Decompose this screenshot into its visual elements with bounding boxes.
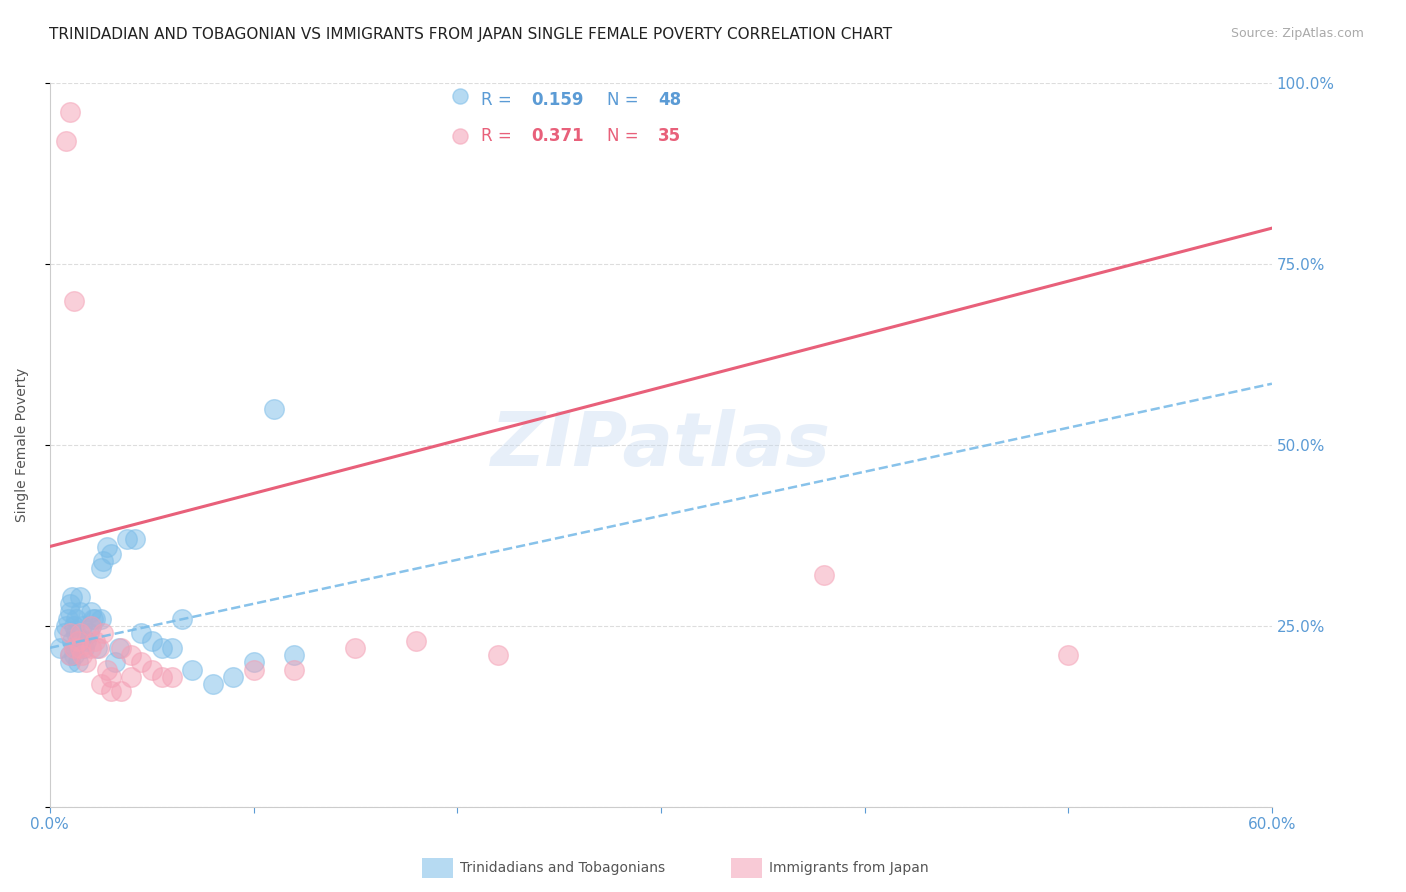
Text: N =: N = <box>607 91 644 109</box>
Point <box>79 640 101 655</box>
Point <box>76 655 98 669</box>
Point <box>141 663 163 677</box>
Point <box>69 626 91 640</box>
Point <box>87 640 110 655</box>
Text: 35: 35 <box>658 127 681 145</box>
Point <box>172 612 194 626</box>
Point <box>56 612 79 626</box>
Point <box>55 134 77 148</box>
Point <box>124 533 146 547</box>
Text: R =: R = <box>481 127 517 145</box>
Point <box>263 402 285 417</box>
Point <box>79 619 101 633</box>
Point <box>90 561 112 575</box>
Text: 48: 48 <box>658 91 681 109</box>
Point <box>100 547 122 561</box>
Point <box>131 655 153 669</box>
Point <box>1057 648 1080 662</box>
Point <box>60 590 83 604</box>
Point <box>150 640 173 655</box>
Point <box>486 648 509 662</box>
Point <box>59 655 82 669</box>
Point <box>242 663 264 677</box>
Text: Source: ZipAtlas.com: Source: ZipAtlas.com <box>1230 27 1364 40</box>
Text: TRINIDADIAN AND TOBAGONIAN VS IMMIGRANTS FROM JAPAN SINGLE FEMALE POVERTY CORREL: TRINIDADIAN AND TOBAGONIAN VS IMMIGRANTS… <box>49 27 893 42</box>
Text: 0.371: 0.371 <box>531 127 583 145</box>
Text: ZIPatlas: ZIPatlas <box>491 409 831 482</box>
Point <box>86 640 108 655</box>
Point <box>83 633 105 648</box>
Point <box>53 626 76 640</box>
Point <box>160 640 183 655</box>
Point <box>63 648 86 662</box>
Point <box>449 89 471 103</box>
Text: 0.159: 0.159 <box>531 91 583 109</box>
Point <box>100 684 122 698</box>
Point <box>69 640 91 655</box>
Point <box>67 633 90 648</box>
Point <box>405 633 427 648</box>
Point <box>76 633 98 648</box>
Point <box>91 554 114 568</box>
Point <box>82 612 104 626</box>
Text: R =: R = <box>481 91 517 109</box>
Point <box>141 633 163 648</box>
Point <box>65 626 87 640</box>
Point <box>63 640 86 655</box>
Point <box>79 605 101 619</box>
Point <box>813 568 835 582</box>
Point <box>69 590 91 604</box>
Point <box>110 640 132 655</box>
Point <box>150 670 173 684</box>
Point <box>90 612 112 626</box>
Point <box>115 533 138 547</box>
Point <box>201 677 224 691</box>
Point <box>344 640 367 655</box>
Point <box>60 633 83 648</box>
Point <box>449 128 471 143</box>
Text: Trinidadians and Tobagonians: Trinidadians and Tobagonians <box>460 861 665 875</box>
Point <box>49 640 72 655</box>
Point <box>96 540 118 554</box>
Point <box>131 626 153 640</box>
Point <box>77 626 100 640</box>
Point <box>104 655 127 669</box>
Point <box>222 670 245 684</box>
Point <box>96 663 118 677</box>
Point <box>110 684 132 698</box>
Point <box>160 670 183 684</box>
Point <box>59 605 82 619</box>
Point <box>73 640 96 655</box>
Point <box>181 663 204 677</box>
Point <box>55 619 77 633</box>
Point <box>100 670 122 684</box>
Text: Immigrants from Japan: Immigrants from Japan <box>769 861 929 875</box>
Point <box>91 626 114 640</box>
Point <box>283 663 305 677</box>
Point <box>63 293 86 308</box>
Point <box>65 612 87 626</box>
Point <box>63 640 86 655</box>
Point <box>283 648 305 662</box>
Point <box>69 633 91 648</box>
Point <box>59 598 82 612</box>
Point <box>67 655 90 669</box>
Point <box>69 605 91 619</box>
Point <box>83 612 105 626</box>
Point <box>72 648 94 662</box>
Point <box>59 648 82 662</box>
Point <box>63 619 86 633</box>
Point <box>242 655 264 669</box>
Text: N =: N = <box>607 127 644 145</box>
Y-axis label: Single Female Poverty: Single Female Poverty <box>15 368 30 523</box>
Point <box>108 640 131 655</box>
Point <box>59 105 82 120</box>
Point <box>120 648 142 662</box>
Point <box>79 619 101 633</box>
Point <box>59 626 82 640</box>
Point <box>72 619 94 633</box>
Point <box>120 670 142 684</box>
Point <box>90 677 112 691</box>
Point <box>59 648 82 662</box>
